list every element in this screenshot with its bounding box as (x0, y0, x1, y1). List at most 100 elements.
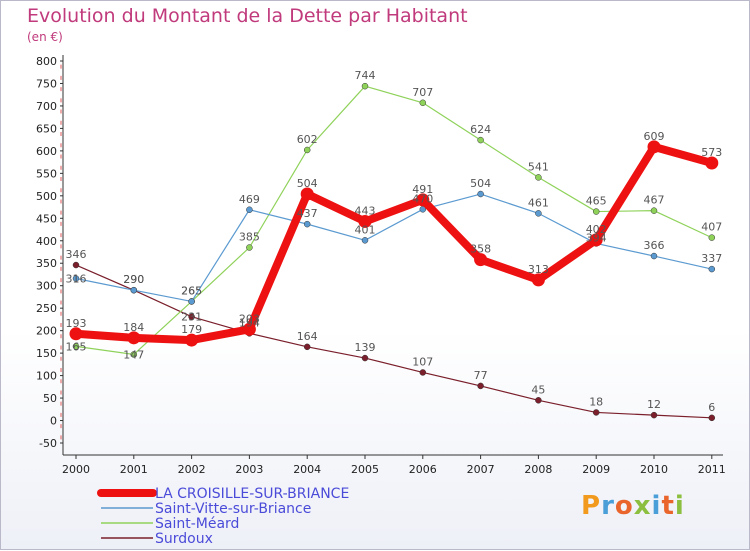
series-line (75, 85, 713, 356)
legend-label: Saint-Méard (155, 516, 239, 532)
series-line (72, 142, 716, 345)
data-label: 602 (297, 133, 318, 146)
data-label: 164 (297, 330, 318, 343)
data-label: 358 (470, 243, 491, 256)
y-tick-label: 150 (36, 347, 57, 360)
logo-letter: t (661, 491, 675, 521)
data-point (705, 156, 719, 170)
data-point (474, 253, 488, 267)
logo-letter: x (633, 491, 652, 521)
data-point (589, 233, 603, 247)
data-label: 407 (701, 221, 722, 234)
data-point (303, 220, 311, 228)
legend-label: LA CROISILLE-SUR-BRIANCE (155, 486, 349, 502)
y-tick-label: 500 (36, 190, 57, 203)
y-tick-label: 350 (36, 257, 57, 270)
x-tick-label: 2005 (351, 463, 379, 476)
data-label: 194 (239, 316, 260, 329)
data-point (246, 206, 253, 214)
data-point (72, 261, 80, 269)
data-label: 504 (470, 177, 491, 190)
y-tick-label: 650 (36, 122, 57, 135)
y-tick-label: 300 (36, 280, 57, 293)
data-label: 744 (355, 69, 376, 82)
data-label: 316 (66, 273, 87, 286)
data-label: 467 (644, 194, 665, 207)
y-tick-label: 200 (36, 325, 57, 338)
y-tick-label: 700 (36, 100, 57, 113)
data-point (477, 190, 484, 198)
data-label: 461 (528, 196, 549, 209)
data-point (361, 354, 369, 362)
data-point (477, 136, 484, 144)
unit-label: (en €) (27, 30, 63, 44)
data-point (419, 369, 427, 376)
data-label: 573 (701, 146, 722, 159)
data-label: 12 (647, 398, 661, 411)
logo-letter: r (601, 491, 615, 521)
data-point (188, 298, 195, 305)
data-point (130, 286, 138, 294)
data-label: 45 (531, 383, 545, 396)
data-point (650, 411, 658, 419)
data-label: 77 (474, 369, 488, 382)
data-point (708, 414, 716, 422)
data-point (242, 322, 256, 336)
data-point (535, 174, 542, 181)
data-point (592, 208, 600, 215)
data-label: 491 (412, 183, 433, 196)
data-point (72, 343, 80, 350)
data-label: 147 (123, 348, 144, 361)
data-label: 707 (412, 86, 433, 99)
data-label: 265 (181, 284, 202, 297)
logo-letter: i (674, 491, 685, 521)
data-label: 402 (586, 223, 607, 236)
data-point (188, 313, 195, 320)
data-point (69, 327, 83, 341)
y-tick-label: 50 (43, 392, 57, 405)
data-label: 231 (181, 311, 202, 324)
data-point (531, 273, 545, 287)
data-label: 469 (239, 193, 260, 206)
data-label: 179 (181, 323, 202, 336)
data-label: 139 (355, 341, 376, 354)
x-tick-label: 2009 (582, 463, 610, 476)
proxiti-logo: Proxiti (581, 491, 685, 521)
logo-letter: i (651, 491, 662, 521)
chart-title: Evolution du Montant de la Dette par Hab… (27, 5, 468, 27)
data-point (246, 244, 253, 251)
data-point (477, 382, 484, 390)
y-tick-label: 100 (36, 370, 57, 383)
data-label: 443 (355, 204, 376, 217)
data-point (361, 82, 369, 90)
data-point (647, 140, 661, 154)
x-tick-label: 2010 (640, 463, 668, 476)
x-tick-label: 2004 (293, 463, 321, 476)
data-point (535, 397, 542, 404)
data-label: 290 (123, 273, 144, 286)
y-tick-label: 400 (36, 235, 57, 248)
data-point (72, 275, 80, 282)
data-point (708, 265, 716, 273)
data-label: 6 (708, 401, 715, 414)
data-point (127, 331, 141, 345)
data-label: 385 (239, 231, 260, 244)
data-label: 609 (644, 130, 665, 143)
x-tick-label: 2007 (467, 463, 495, 476)
data-label: 184 (123, 321, 144, 334)
data-point (303, 343, 311, 351)
y-tick-label: 600 (36, 145, 57, 158)
data-point (416, 193, 430, 207)
data-label: 541 (528, 160, 549, 173)
x-tick-label: 2001 (120, 463, 148, 476)
data-point (361, 237, 369, 244)
y-tick-label: 450 (36, 212, 57, 225)
data-label: 437 (297, 207, 318, 220)
data-point (419, 99, 427, 107)
data-label: 193 (66, 317, 87, 330)
data-label: 337 (701, 252, 722, 265)
data-label: 624 (470, 123, 491, 136)
x-tick-label: 2011 (698, 463, 726, 476)
x-tick-label: 2008 (524, 463, 552, 476)
